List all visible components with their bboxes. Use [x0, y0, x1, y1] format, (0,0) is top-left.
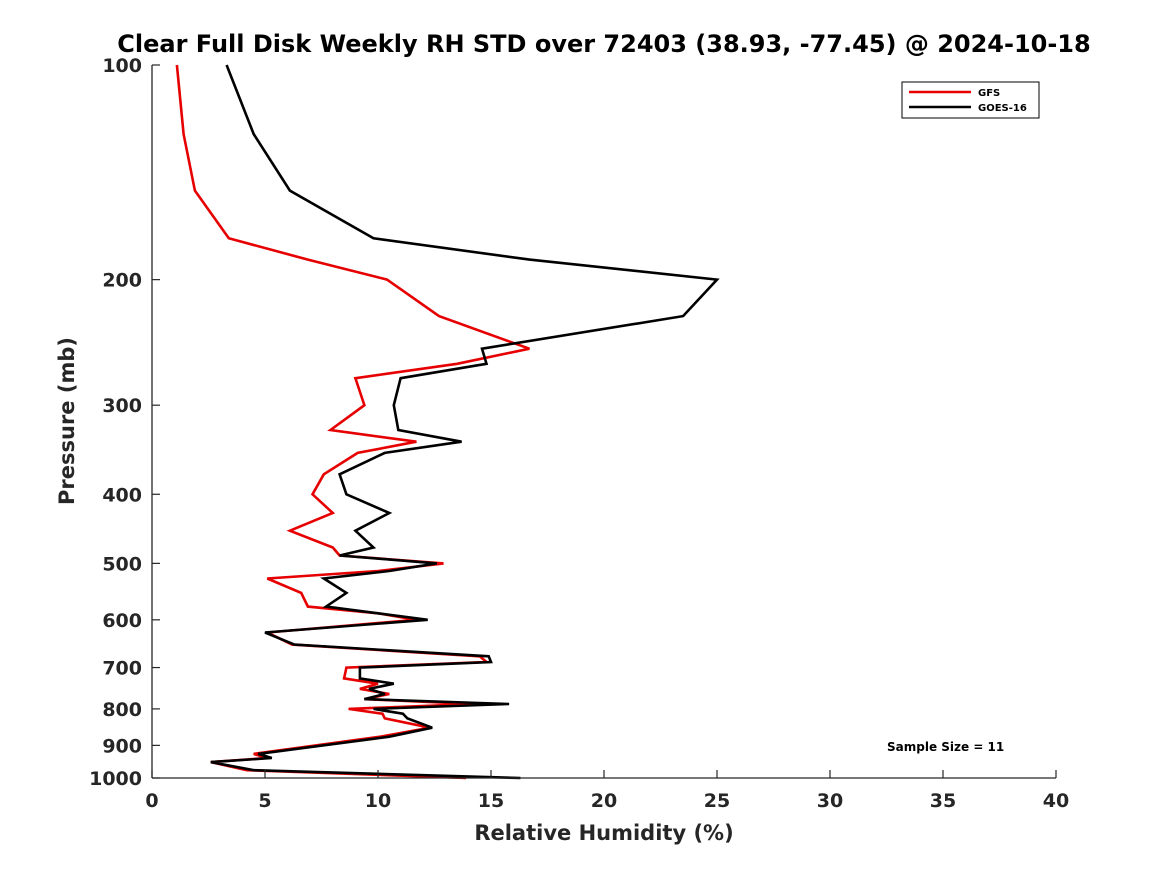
x-tick-label: 10 [365, 790, 391, 812]
y-axis-label: Pressure (mb) [55, 337, 79, 505]
series-line-goes16 [210, 64, 720, 780]
x-tick-label: 30 [817, 790, 843, 812]
y-tick-label: 300 [102, 395, 142, 417]
y-tick-label: 1000 [89, 768, 142, 790]
y-tick-label: 900 [102, 735, 142, 757]
y-tick-label: 400 [102, 484, 142, 506]
legend-label-gfs: GFS [978, 88, 1000, 99]
y-tick-label: 800 [102, 699, 142, 721]
y-tick-label: 600 [102, 610, 142, 632]
chart-title: Clear Full Disk Weekly RH STD over 72403… [117, 30, 1090, 58]
y-ticks: 100 200 300 400 500 600 700 800 900 1000 [89, 55, 160, 790]
x-tick-label: 25 [704, 790, 730, 812]
y-tick-label: 700 [102, 658, 142, 680]
series-line-gfs [175, 64, 530, 780]
y-tick-label: 500 [102, 553, 142, 575]
x-axis-label: Relative Humidity (%) [474, 821, 733, 845]
y-tick-label: 200 [102, 270, 142, 292]
sample-size-annotation: Sample Size = 11 [887, 740, 1004, 754]
series-layer [175, 64, 720, 780]
x-tick-label: 35 [930, 790, 956, 812]
x-tick-label: 40 [1043, 790, 1069, 812]
x-ticks: 0 5 10 15 20 25 30 35 40 [145, 770, 1069, 812]
legend: GFS GOES-16 [901, 81, 1040, 119]
y-tick-label: 100 [102, 55, 142, 77]
x-tick-label: 20 [591, 790, 617, 812]
legend-box [901, 81, 1040, 119]
x-tick-label: 15 [478, 790, 504, 812]
x-tick-label: 5 [258, 790, 271, 812]
legend-label-goes16: GOES-16 [978, 103, 1027, 114]
x-tick-label: 0 [145, 790, 158, 812]
